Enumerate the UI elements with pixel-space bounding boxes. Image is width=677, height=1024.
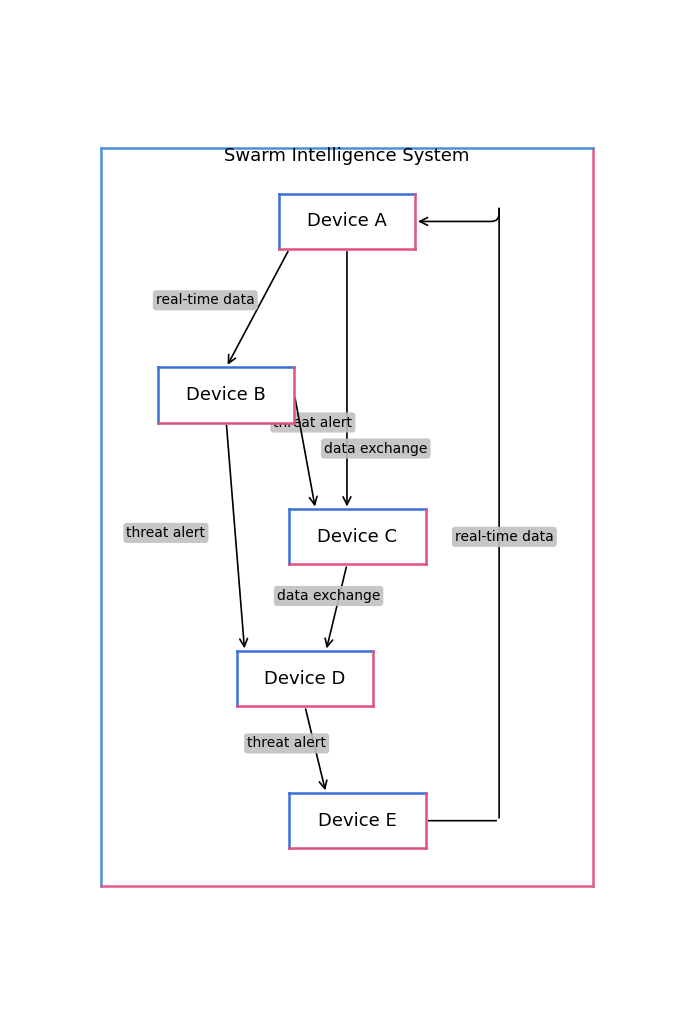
Text: Swarm Intelligence System: Swarm Intelligence System bbox=[224, 147, 470, 165]
Text: threat alert: threat alert bbox=[274, 416, 352, 429]
Bar bbox=[289, 793, 426, 848]
Text: threat alert: threat alert bbox=[247, 736, 326, 751]
Bar bbox=[158, 368, 294, 423]
Bar bbox=[237, 651, 373, 707]
Text: threat alert: threat alert bbox=[127, 526, 205, 540]
Text: Device A: Device A bbox=[307, 212, 387, 230]
Text: data exchange: data exchange bbox=[324, 441, 427, 456]
Text: data exchange: data exchange bbox=[277, 589, 380, 603]
Text: Device E: Device E bbox=[318, 812, 397, 829]
Bar bbox=[279, 194, 415, 249]
Text: real-time data: real-time data bbox=[156, 293, 255, 307]
Bar bbox=[289, 509, 426, 564]
Text: Device B: Device B bbox=[186, 386, 266, 403]
Text: real-time data: real-time data bbox=[455, 529, 554, 544]
Text: Device C: Device C bbox=[318, 527, 397, 546]
Text: Device D: Device D bbox=[264, 670, 346, 688]
